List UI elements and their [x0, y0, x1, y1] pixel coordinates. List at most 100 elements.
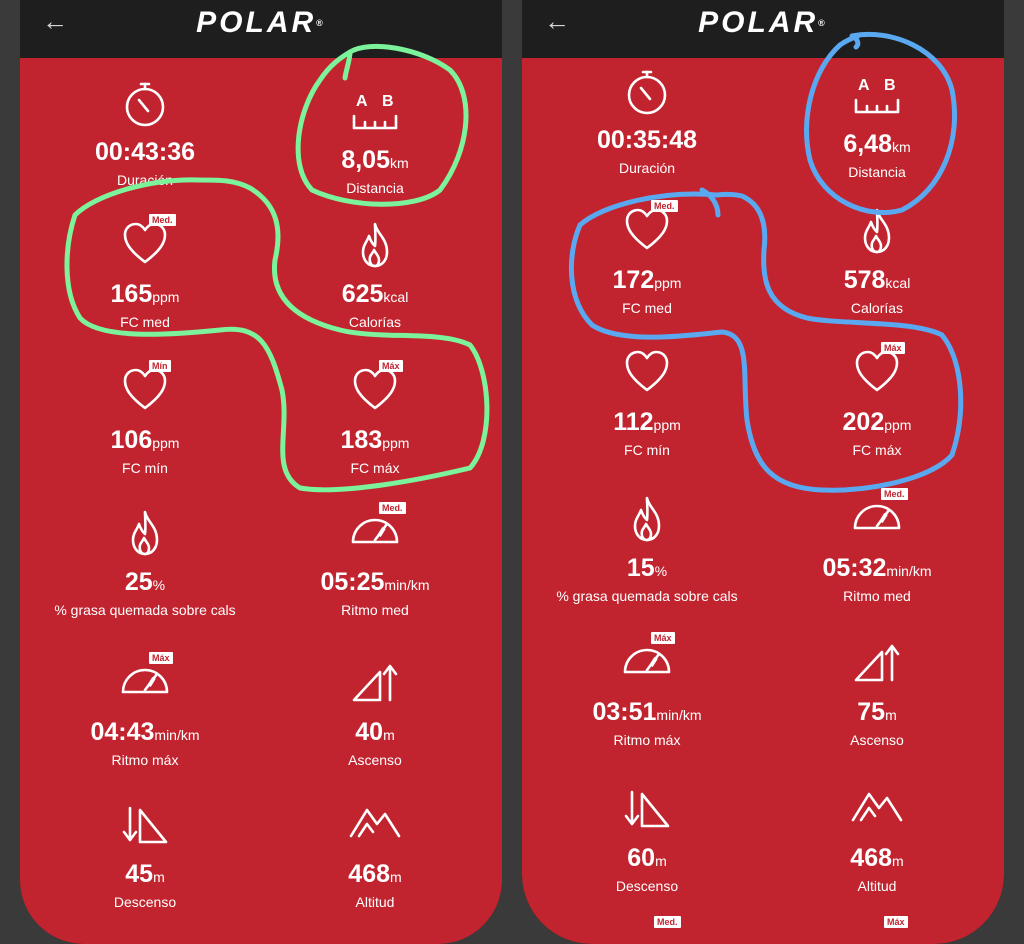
stat-label: FC mín [122, 460, 168, 476]
back-arrow-icon[interactable]: ← [544, 6, 570, 36]
stat-value: 45m [125, 860, 165, 888]
stat-label: Ritmo med [341, 602, 409, 618]
stat-label: FC máx [852, 442, 902, 458]
stat-label: Distancia [848, 164, 906, 180]
stopwatch-icon [30, 78, 260, 132]
stat-label: FC mín [624, 442, 670, 458]
summary-screen[interactable]: 00:35:48 Duración A B 6,48km Distancia Med. 172… [522, 58, 1004, 944]
stat-fc-máx[interactable]: Máx 183ppm FC máx [260, 360, 490, 476]
stat-descenso[interactable]: 60m Descenso [532, 784, 762, 894]
stat-value: 05:25min/km [320, 568, 430, 596]
stat-label: Ritmo med [843, 588, 911, 604]
stat-value: 40m [355, 718, 395, 746]
stat-label: Altitud [355, 894, 395, 910]
speedometer-icon: Med. [762, 488, 992, 548]
svg-text:A: A [858, 77, 870, 94]
stat-value: 03:51min/km [592, 698, 702, 726]
stat-ascenso[interactable]: 40m Ascenso [260, 658, 490, 768]
stat-ritmo-máx[interactable]: Máx 04:43min/km Ritmo máx [30, 652, 260, 768]
stat-value: 468m [850, 844, 904, 872]
stat-label: Ritmo máx [111, 752, 179, 768]
stat-fc-mín[interactable]: 112ppm FC mín [532, 348, 762, 458]
summary-screen[interactable]: 00:43:36 Duración A B 8,05km Distancia Med. 165… [20, 58, 502, 944]
stat-distancia[interactable]: A B 6,48km Distancia [762, 70, 992, 180]
stopwatch-icon [532, 66, 762, 120]
top-bar: ← POLAR® [20, 0, 502, 58]
heart-icon: Máx [260, 360, 490, 420]
svg-text:B: B [382, 93, 394, 110]
heart-icon: Máx [762, 342, 992, 402]
badge: Med. [651, 200, 678, 212]
top-bar: ← POLAR® [522, 0, 1004, 58]
badge: Máx [881, 342, 905, 354]
speedometer-icon: Máx [30, 652, 260, 712]
stat-label: Distancia [346, 180, 404, 196]
stat-duración[interactable]: 00:43:36 Duración [30, 78, 260, 188]
polar-logo: POLAR® [196, 6, 326, 39]
stat-label: Calorías [348, 314, 402, 330]
stat-calorías[interactable]: 625kcal Calorías [260, 220, 490, 330]
speedometer-icon: Med. [260, 502, 490, 562]
stat-fc-máx[interactable]: Máx 202ppm FC máx [762, 342, 992, 458]
stat-value: 112ppm [613, 408, 681, 436]
stat-ritmo-med[interactable]: Med. 05:25min/km Ritmo med [260, 502, 490, 618]
phone-right: ← POLAR® 00:35:48 Duración A B 6,48km Distanc… [522, 0, 1004, 944]
stat-fc-med[interactable]: Med. 165ppm FC med [30, 214, 260, 330]
stat-ascenso[interactable]: 75m Ascenso [762, 638, 992, 748]
stat--grasa-quemada-sobre-cals[interactable]: 25% % grasa quemada sobre cals [30, 508, 260, 618]
stat-ritmo-med[interactable]: Med. 05:32min/km Ritmo med [762, 488, 992, 604]
stat--grasa-quemada-sobre-cals[interactable]: 15% % grasa quemada sobre cals [532, 494, 762, 604]
stat-value: 04:43min/km [90, 718, 200, 746]
descent-icon [30, 800, 260, 854]
badge: Máx [651, 632, 675, 644]
stat-ritmo-máx[interactable]: Máx 03:51min/km Ritmo máx [532, 632, 762, 748]
mountain-icon [260, 800, 490, 854]
badge: Máx [149, 652, 173, 664]
stat-descenso[interactable]: 45m Descenso [30, 800, 260, 910]
badge: Med. [881, 488, 908, 500]
flame-icon [532, 494, 762, 548]
ascent-icon [260, 658, 490, 712]
flame-icon [762, 206, 992, 260]
heart-icon: Med. [532, 200, 762, 260]
stat-value: 60m [627, 844, 667, 872]
stat-value: 106ppm [110, 426, 180, 454]
partial-badge: Máx [884, 916, 908, 928]
heart-icon: Med. [30, 214, 260, 274]
stat-value: 00:35:48 [596, 126, 698, 154]
stat-label: FC med [120, 314, 170, 330]
stat-value: 468m [348, 860, 402, 888]
stat-fc-mín[interactable]: Mín 106ppm FC mín [30, 360, 260, 476]
stat-label: Ascenso [348, 752, 402, 768]
badge: Máx [379, 360, 403, 372]
phone-left: ← POLAR® 00:43:36 Duración A B 8,05km Distanc… [20, 0, 502, 944]
stat-value: 202ppm [842, 408, 912, 436]
stat-distancia[interactable]: A B 8,05km Distancia [260, 86, 490, 196]
stat-label: % grasa quemada sobre cals [54, 602, 236, 618]
svg-text:A: A [356, 93, 368, 110]
stat-value: 05:32min/km [822, 554, 932, 582]
flame-icon [30, 508, 260, 562]
polar-logo: POLAR® [698, 6, 828, 39]
stat-value: 15% [626, 554, 668, 582]
stat-label: FC máx [350, 460, 400, 476]
badge: Mín [149, 360, 171, 372]
stat-value: 183ppm [340, 426, 410, 454]
speedometer-icon: Máx [532, 632, 762, 692]
stat-value: 165ppm [110, 280, 180, 308]
heart-icon: Mín [30, 360, 260, 420]
flame-icon [260, 220, 490, 274]
stat-calorías[interactable]: 578kcal Calorías [762, 206, 992, 316]
stat-altitud[interactable]: 468m Altitud [762, 784, 992, 894]
badge: Med. [379, 502, 406, 514]
stat-label: Ritmo máx [613, 732, 681, 748]
stat-value: 00:43:36 [94, 138, 196, 166]
stat-fc-med[interactable]: Med. 172ppm FC med [532, 200, 762, 316]
stat-duración[interactable]: 00:35:48 Duración [532, 66, 762, 176]
stat-value: 625kcal [341, 280, 409, 308]
back-arrow-icon[interactable]: ← [42, 6, 68, 36]
stat-altitud[interactable]: 468m Altitud [260, 800, 490, 910]
stat-label: Altitud [857, 878, 897, 894]
